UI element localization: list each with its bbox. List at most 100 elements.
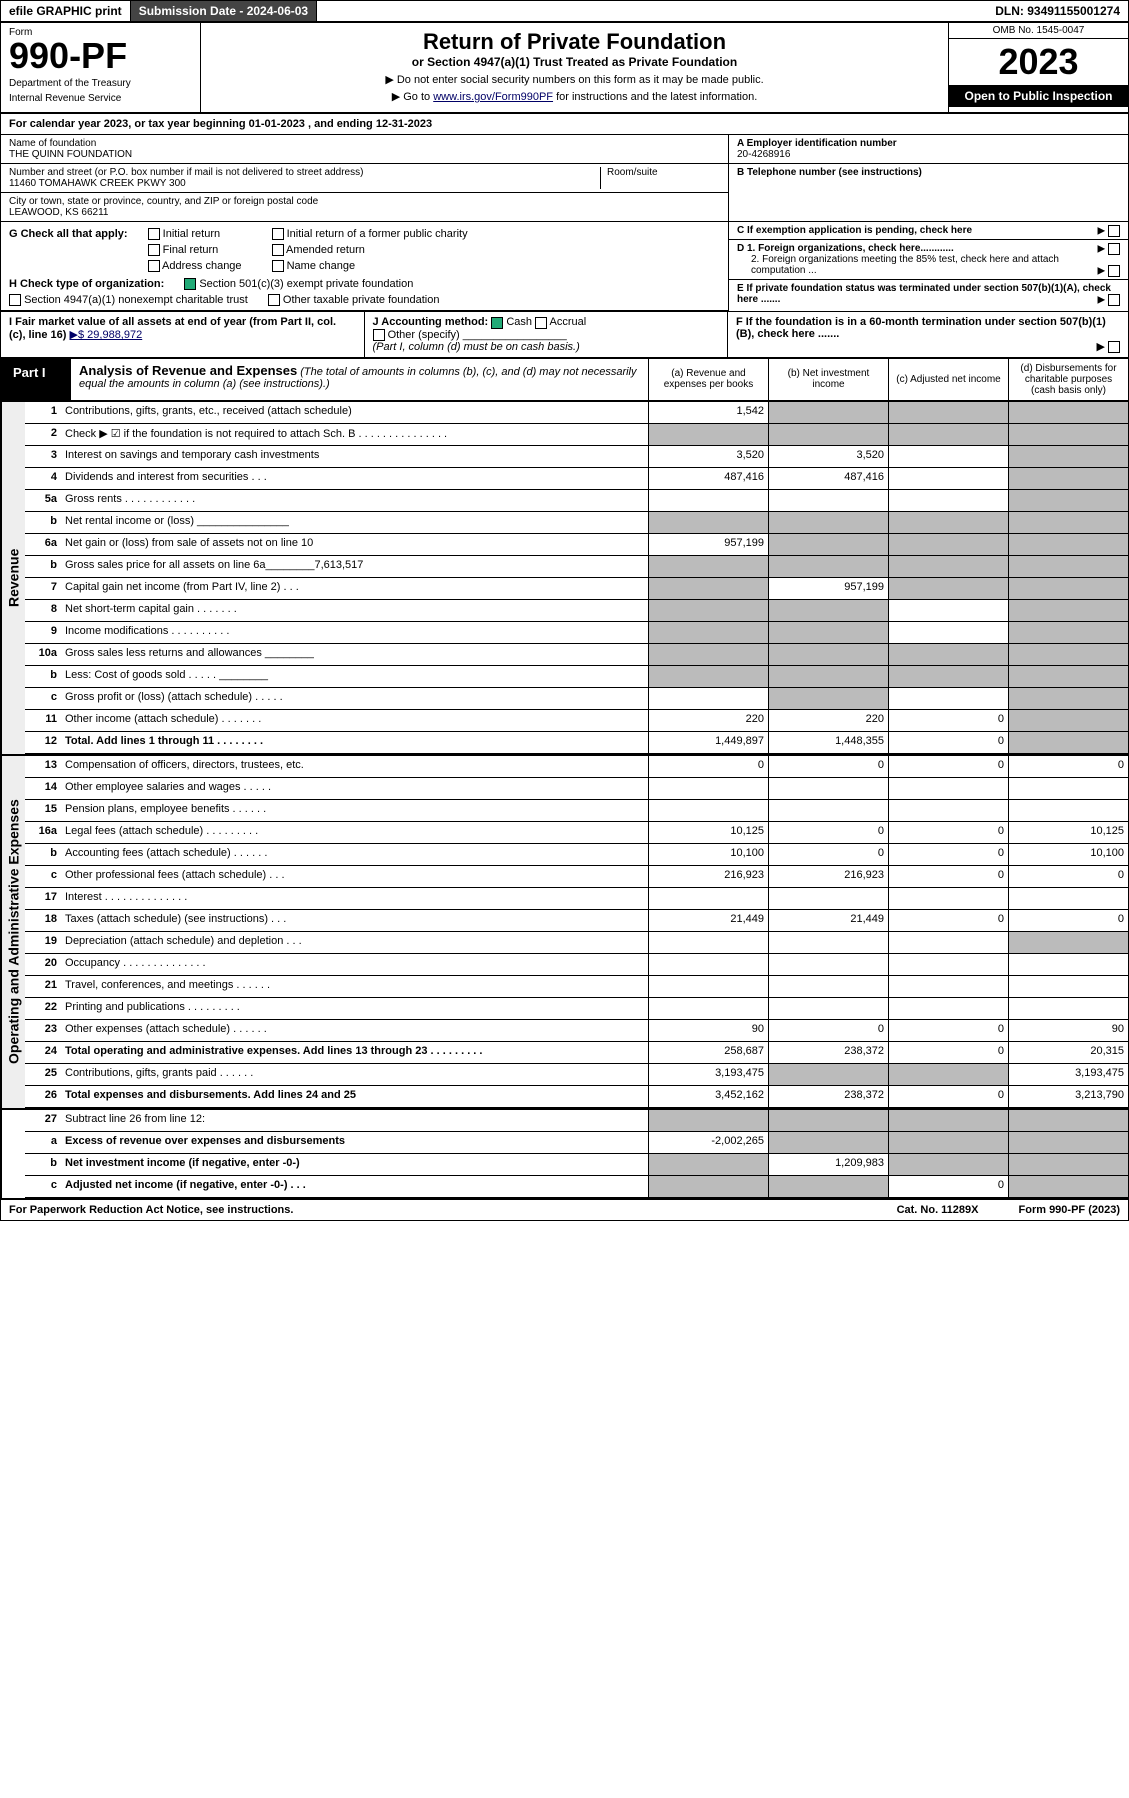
line-description: Taxes (attach schedule) (see instruction…	[61, 910, 648, 931]
line-description: Net short-term capital gain . . . . . . …	[61, 600, 648, 621]
cell-d	[1008, 976, 1128, 997]
part-1-title: Analysis of Revenue and Expenses (The to…	[71, 359, 648, 400]
h-opt-4947[interactable]: Section 4947(a)(1) nonexempt charitable …	[9, 294, 248, 306]
table-row: 17Interest . . . . . . . . . . . . . .	[25, 888, 1128, 910]
d2-checkbox[interactable]	[1108, 265, 1120, 277]
cell-b: 0	[768, 756, 888, 777]
table-row: 5aGross rents . . . . . . . . . . . .	[25, 490, 1128, 512]
g-opt-final[interactable]: Final return	[148, 244, 242, 256]
line-number: 13	[25, 756, 61, 777]
cell-b	[768, 534, 888, 555]
h-opt-other[interactable]: Other taxable private foundation	[268, 294, 440, 306]
table-row: 18Taxes (attach schedule) (see instructi…	[25, 910, 1128, 932]
h-label: H Check type of organization:	[9, 278, 164, 290]
line-description: Check ▶ ☑ if the foundation is not requi…	[61, 424, 648, 445]
fmv-value[interactable]: ▶$ 29,988,972	[70, 329, 143, 341]
cell-b	[768, 622, 888, 643]
revenue-sidelabel: Revenue	[1, 402, 25, 754]
footer-left: For Paperwork Reduction Act Notice, see …	[9, 1204, 293, 1216]
g-opt-initial-former[interactable]: Initial return of a former public charit…	[272, 228, 468, 240]
line-description: Legal fees (attach schedule) . . . . . .…	[61, 822, 648, 843]
cell-d	[1008, 1154, 1128, 1175]
j-cash[interactable]: Cash	[491, 316, 532, 328]
line-number: b	[25, 556, 61, 577]
g-opt-name[interactable]: Name change	[272, 260, 468, 272]
cell-d	[1008, 998, 1128, 1019]
line-number: 8	[25, 600, 61, 621]
line-number: 3	[25, 446, 61, 467]
cell-c	[888, 622, 1008, 643]
line-description: Other professional fees (attach schedule…	[61, 866, 648, 887]
dln: DLN: 93491155001274	[987, 1, 1128, 21]
c-checkbox[interactable]	[1108, 225, 1120, 237]
line-number: 1	[25, 402, 61, 423]
cell-a: 3,520	[648, 446, 768, 467]
cell-d: 10,100	[1008, 844, 1128, 865]
col-d-header: (d) Disbursements for charitable purpose…	[1008, 359, 1128, 400]
j-accrual[interactable]: Accrual	[535, 316, 586, 328]
cell-d: 3,193,475	[1008, 1064, 1128, 1085]
i-block: I Fair market value of all assets at end…	[1, 312, 365, 356]
cell-a: 90	[648, 1020, 768, 1041]
g-label: G Check all that apply:	[9, 228, 128, 272]
col-a-header: (a) Revenue and expenses per books	[648, 359, 768, 400]
e-checkbox[interactable]	[1108, 294, 1120, 306]
j-other[interactable]: Other (specify) _________________	[373, 329, 567, 341]
cell-c	[888, 976, 1008, 997]
street-label: Number and street (or P.O. box number if…	[9, 167, 600, 178]
cell-b	[768, 1176, 888, 1197]
d1-checkbox[interactable]	[1108, 243, 1120, 255]
table-row: bNet rental income or (loss) ___________…	[25, 512, 1128, 534]
line-number: c	[25, 688, 61, 709]
cell-a	[648, 954, 768, 975]
h-opt-501c3[interactable]: Section 501(c)(3) exempt private foundat…	[184, 278, 413, 290]
cell-a: 21,449	[648, 910, 768, 931]
g-opt-address[interactable]: Address change	[148, 260, 242, 272]
phone-label: B Telephone number (see instructions)	[737, 167, 1120, 178]
part-1-header: Part I Analysis of Revenue and Expenses …	[1, 359, 1128, 402]
line-number: c	[25, 1176, 61, 1197]
form-instructions-link[interactable]: www.irs.gov/Form990PF	[433, 91, 553, 103]
cell-d	[1008, 778, 1128, 799]
e-block: E If private foundation status was termi…	[729, 280, 1128, 308]
line-number: 9	[25, 622, 61, 643]
cell-b: 21,449	[768, 910, 888, 931]
line-description: Other expenses (attach schedule) . . . .…	[61, 1020, 648, 1041]
city-label: City or town, state or province, country…	[9, 196, 720, 207]
cell-c: 0	[888, 910, 1008, 931]
g-opt-initial[interactable]: Initial return	[148, 228, 242, 240]
cell-a: 487,416	[648, 468, 768, 489]
dept-irs: Internal Revenue Service	[9, 93, 192, 104]
line-description: Adjusted net income (if negative, enter …	[61, 1176, 648, 1197]
efile-print-button[interactable]: efile GRAPHIC print	[1, 1, 131, 21]
cell-a	[648, 1176, 768, 1197]
note2-pre: ▶ Go to	[392, 91, 433, 103]
cell-d	[1008, 534, 1128, 555]
table-row: bGross sales price for all assets on lin…	[25, 556, 1128, 578]
foundation-name-block: Name of foundation THE QUINN FOUNDATION	[1, 135, 728, 164]
cell-d: 20,315	[1008, 1042, 1128, 1063]
foundation-name-label: Name of foundation	[9, 138, 720, 149]
cell-a	[648, 688, 768, 709]
cell-a: 220	[648, 710, 768, 731]
col-b-header: (b) Net investment income	[768, 359, 888, 400]
line-description: Total. Add lines 1 through 11 . . . . . …	[61, 732, 648, 753]
cell-b	[768, 1132, 888, 1153]
table-row: aExcess of revenue over expenses and dis…	[25, 1132, 1128, 1154]
cell-d	[1008, 666, 1128, 687]
line-description: Subtract line 26 from line 12:	[61, 1110, 648, 1131]
cell-b: 1,448,355	[768, 732, 888, 753]
line-description: Gross profit or (loss) (attach schedule)…	[61, 688, 648, 709]
table-row: cOther professional fees (attach schedul…	[25, 866, 1128, 888]
g-opt-amended[interactable]: Amended return	[272, 244, 468, 256]
line-number: 18	[25, 910, 61, 931]
f-checkbox[interactable]	[1108, 341, 1120, 353]
cell-a: 10,125	[648, 822, 768, 843]
table-row: 12Total. Add lines 1 through 11 . . . . …	[25, 732, 1128, 754]
line-description: Travel, conferences, and meetings . . . …	[61, 976, 648, 997]
cell-b	[768, 644, 888, 665]
table-row: 2Check ▶ ☑ if the foundation is not requ…	[25, 424, 1128, 446]
info-row: Name of foundation THE QUINN FOUNDATION …	[1, 135, 1128, 222]
table-row: 19Depreciation (attach schedule) and dep…	[25, 932, 1128, 954]
cell-c	[888, 468, 1008, 489]
